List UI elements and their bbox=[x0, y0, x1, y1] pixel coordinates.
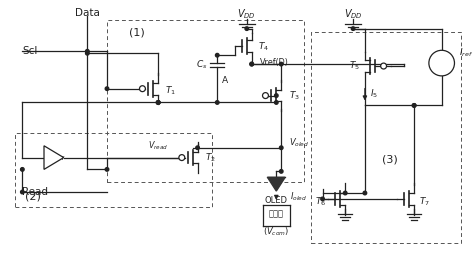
Circle shape bbox=[429, 50, 455, 76]
Circle shape bbox=[20, 168, 24, 171]
Text: $I_{ref}$: $I_{ref}$ bbox=[459, 47, 474, 59]
Circle shape bbox=[156, 101, 160, 104]
Text: $T_7$: $T_7$ bbox=[419, 196, 430, 208]
Text: $V_{DD}$: $V_{DD}$ bbox=[238, 7, 256, 21]
Text: $I_{oled}$: $I_{oled}$ bbox=[290, 191, 307, 203]
Bar bbox=[311, 32, 461, 243]
Text: $T_1$: $T_1$ bbox=[165, 84, 177, 97]
Text: $T_3$: $T_3$ bbox=[288, 89, 300, 102]
Circle shape bbox=[140, 86, 145, 92]
Circle shape bbox=[216, 53, 219, 57]
Circle shape bbox=[196, 146, 200, 149]
Circle shape bbox=[363, 191, 367, 195]
Polygon shape bbox=[44, 146, 64, 169]
Text: (2): (2) bbox=[25, 192, 41, 202]
Circle shape bbox=[86, 49, 89, 53]
Circle shape bbox=[245, 27, 248, 31]
Text: (3): (3) bbox=[381, 155, 398, 165]
Circle shape bbox=[343, 191, 347, 195]
Text: A: A bbox=[222, 76, 228, 85]
Circle shape bbox=[352, 27, 355, 31]
Circle shape bbox=[275, 101, 278, 104]
Circle shape bbox=[250, 62, 254, 66]
Text: (1): (1) bbox=[129, 28, 144, 38]
Text: ($V_{com}$): ($V_{com}$) bbox=[263, 225, 289, 238]
Text: $V_{oled}$: $V_{oled}$ bbox=[289, 136, 309, 149]
Text: Data: Data bbox=[75, 8, 100, 18]
Circle shape bbox=[250, 62, 254, 66]
Text: $T_2$: $T_2$ bbox=[205, 151, 216, 164]
Circle shape bbox=[279, 170, 283, 173]
Circle shape bbox=[263, 93, 268, 99]
Circle shape bbox=[412, 104, 416, 107]
Text: $V_{read}$: $V_{read}$ bbox=[148, 140, 168, 152]
Circle shape bbox=[321, 197, 324, 201]
Text: $V_{DD}$: $V_{DD}$ bbox=[344, 7, 362, 21]
Text: Scl: Scl bbox=[22, 46, 38, 56]
Circle shape bbox=[86, 52, 89, 55]
Bar bbox=[107, 20, 304, 182]
Text: $C_s$: $C_s$ bbox=[196, 59, 208, 71]
Text: Vref(D): Vref(D) bbox=[259, 58, 288, 67]
Text: Buffer: Buffer bbox=[43, 155, 65, 161]
Text: $T_4$: $T_4$ bbox=[258, 40, 269, 53]
Text: $I_5$: $I_5$ bbox=[370, 87, 378, 100]
Circle shape bbox=[380, 63, 387, 69]
Text: OLED: OLED bbox=[265, 196, 288, 205]
Text: $T_6$: $T_6$ bbox=[315, 196, 326, 208]
Circle shape bbox=[275, 94, 278, 97]
Circle shape bbox=[105, 168, 109, 171]
Circle shape bbox=[279, 62, 283, 66]
Polygon shape bbox=[267, 177, 285, 191]
Circle shape bbox=[156, 101, 160, 104]
Circle shape bbox=[20, 190, 24, 194]
Text: Read: Read bbox=[22, 187, 48, 197]
Circle shape bbox=[105, 87, 109, 90]
Circle shape bbox=[279, 146, 283, 149]
Circle shape bbox=[156, 101, 160, 104]
Text: $T_5$: $T_5$ bbox=[349, 60, 360, 72]
Text: 负电源: 负电源 bbox=[269, 209, 284, 218]
Bar bbox=[16, 133, 212, 207]
Circle shape bbox=[412, 104, 416, 107]
Circle shape bbox=[179, 155, 185, 160]
Circle shape bbox=[216, 101, 219, 104]
